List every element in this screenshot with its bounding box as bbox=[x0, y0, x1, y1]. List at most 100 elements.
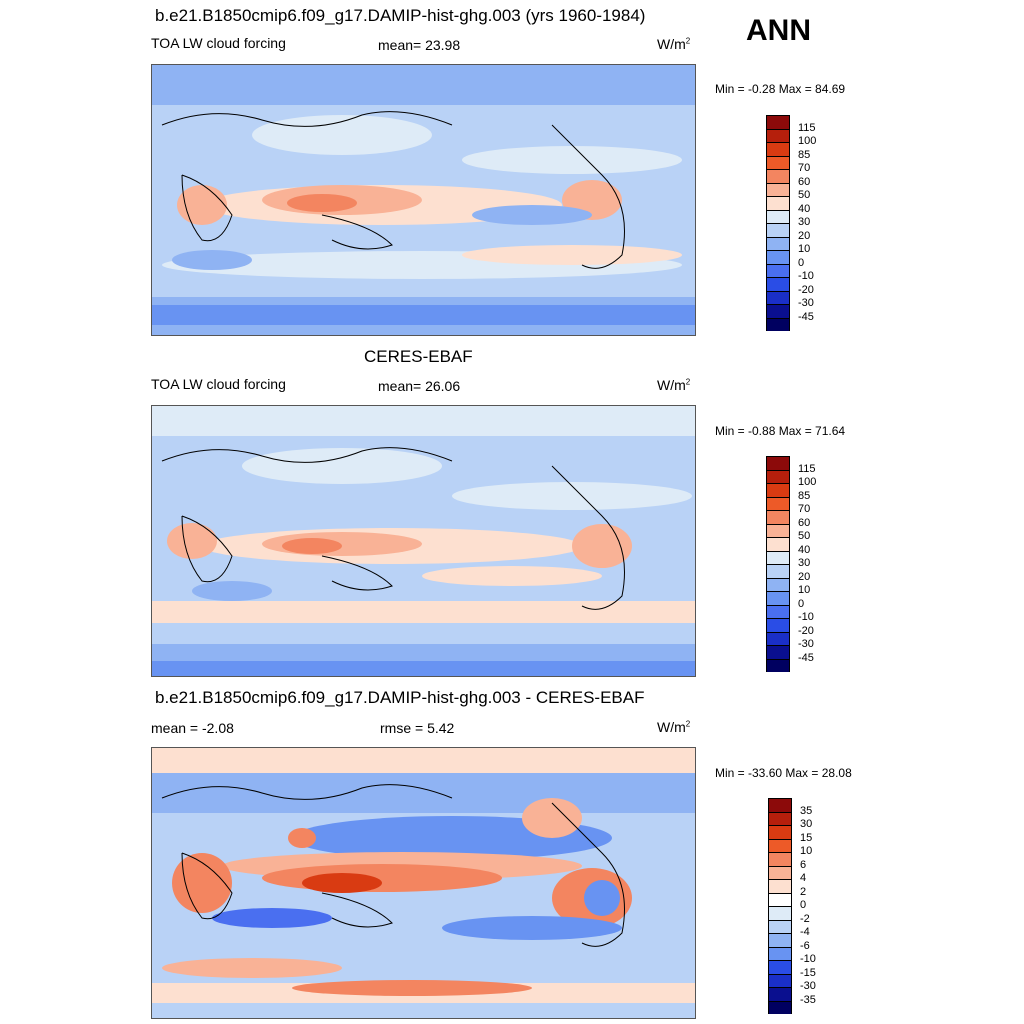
colorbar-swatch bbox=[768, 838, 792, 852]
panel-title: b.e21.B1850cmip6.f09_g17.DAMIP-hist-ghg.… bbox=[155, 688, 645, 707]
min-max-label: Min = -33.60 Max = 28.08 bbox=[715, 766, 852, 780]
season-label: ANN bbox=[746, 14, 811, 47]
contour-map bbox=[152, 748, 695, 1018]
mean-label: mean = -2.08 bbox=[151, 720, 234, 736]
colorbar-swatch bbox=[766, 236, 790, 250]
colorbar-tick-label: 100 bbox=[798, 476, 817, 488]
colorbar-swatch bbox=[766, 128, 790, 142]
colorbar-tick-label: 6 bbox=[800, 858, 807, 871]
colorbar-tick-label: 70 bbox=[798, 162, 811, 174]
colorbar-swatch bbox=[768, 906, 792, 920]
colorbar-swatch bbox=[766, 483, 790, 497]
colorbar-swatch bbox=[766, 182, 790, 196]
min-max-label: Min = -0.88 Max = 71.64 bbox=[715, 424, 846, 438]
min-max-label: Min = -0.28 Max = 84.69 bbox=[715, 82, 846, 96]
colorbar-tick-label: -10 bbox=[798, 270, 814, 282]
panel-title: b.e21.B1850cmip6.f09_g17.DAMIP-hist-ghg.… bbox=[155, 6, 646, 25]
colorbar-swatch bbox=[766, 604, 790, 618]
colorbar-tick-label: 10 bbox=[800, 845, 813, 857]
colorbar-tick-label: 40 bbox=[798, 202, 811, 215]
colorbar-tick-label: 15 bbox=[800, 831, 813, 844]
colorbar-tick-label: -2 bbox=[800, 912, 810, 925]
colorbar-swatch bbox=[768, 852, 792, 866]
colorbar-tick-label: 0 bbox=[800, 899, 807, 911]
colorbar-swatch bbox=[766, 537, 790, 551]
colorbar-swatch bbox=[766, 658, 790, 672]
colorbar-tick-label: 0 bbox=[798, 597, 805, 610]
colorbar-tick-label: 60 bbox=[798, 516, 811, 529]
colorbar-swatch bbox=[768, 825, 792, 839]
colorbar-swatch bbox=[766, 645, 790, 659]
colorbar-tick-label: -6 bbox=[800, 939, 810, 952]
colorbar-swatch bbox=[766, 263, 790, 277]
mean-label: mean= 23.98 bbox=[378, 37, 461, 53]
colorbar-tick-label: 30 bbox=[800, 818, 813, 830]
colorbar-swatch bbox=[768, 933, 792, 947]
colorbar-swatch bbox=[766, 550, 790, 564]
units-label: W/m2 bbox=[657, 719, 691, 735]
colorbar-tick-label: 10 bbox=[798, 243, 811, 255]
colorbar-swatch bbox=[766, 469, 790, 483]
colorbar-tick-label: 40 bbox=[798, 543, 811, 556]
colorbar-swatch bbox=[768, 865, 792, 879]
colorbar-tick-label: 50 bbox=[798, 530, 811, 542]
colorbar-tick-label: 0 bbox=[798, 256, 805, 269]
colorbar-swatch bbox=[766, 223, 790, 237]
colorbar-tick-label: 35 bbox=[800, 804, 813, 817]
colorbar-tick-label: 30 bbox=[798, 216, 811, 228]
colorbar-tick-label: -30 bbox=[798, 638, 814, 650]
colorbar-tick-label: 115 bbox=[798, 121, 816, 134]
colorbar-swatch bbox=[768, 960, 792, 974]
colorbar-tick-label: 115 bbox=[798, 462, 816, 475]
map-obs bbox=[151, 405, 696, 677]
colorbar-swatch bbox=[768, 1000, 792, 1014]
colorbar-tick-label: 60 bbox=[798, 175, 811, 188]
colorbar-tick-label: -45 bbox=[798, 651, 814, 664]
colorbar: 115 100 85 70 60 50 40 30 20 10 0 -10 -20 -30 -45 bbox=[766, 456, 816, 672]
colorbar-tick-label: -45 bbox=[798, 310, 814, 323]
colorbar-tick-label: -15 bbox=[800, 966, 816, 979]
colorbar-tick-label: -20 bbox=[798, 624, 814, 637]
colorbar-tick-label: -10 bbox=[798, 611, 814, 623]
colorbar-tick-label: -20 bbox=[798, 283, 814, 296]
contour-map bbox=[152, 406, 695, 676]
colorbar-swatch bbox=[766, 155, 790, 169]
colorbar-swatch bbox=[766, 510, 790, 524]
colorbar-swatch bbox=[766, 564, 790, 578]
colorbar-tick-label: 10 bbox=[798, 584, 811, 596]
colorbar-swatch bbox=[766, 631, 790, 645]
colorbar-tick-label: 20 bbox=[798, 229, 811, 242]
colorbar-swatch bbox=[766, 250, 790, 264]
colorbar-tick-label: -30 bbox=[800, 980, 816, 992]
variable-label: TOA LW cloud forcing bbox=[151, 376, 286, 392]
colorbar-swatch bbox=[766, 577, 790, 591]
colorbar-swatch bbox=[768, 946, 792, 960]
colorbar-swatch bbox=[766, 523, 790, 537]
colorbar-swatch bbox=[766, 277, 790, 291]
colorbar-swatch bbox=[768, 879, 792, 893]
units-label: W/m2 bbox=[657, 377, 691, 393]
colorbar-swatch bbox=[766, 618, 790, 632]
colorbar: 35 30 15 10 6 4 2 0 -2 -4 -6 -10 -15 -30 -35 bbox=[768, 798, 816, 1014]
variable-label: TOA LW cloud forcing bbox=[151, 35, 286, 51]
panel-title: CERES-EBAF bbox=[364, 347, 473, 366]
colorbar-tick-label: 85 bbox=[798, 489, 811, 502]
colorbar-swatch bbox=[766, 496, 790, 510]
colorbar-tick-label: 70 bbox=[798, 503, 811, 515]
rmse-label: rmse = 5.42 bbox=[380, 720, 455, 736]
mean-label: mean= 26.06 bbox=[378, 378, 461, 394]
colorbar: 115 100 85 70 60 50 40 30 20 10 0 -10 -20 -30 -45 bbox=[766, 115, 816, 331]
colorbar-tick-label: -35 bbox=[800, 993, 816, 1006]
colorbar-swatch bbox=[766, 169, 790, 183]
colorbar-swatch bbox=[766, 142, 790, 156]
colorbar-swatch bbox=[766, 304, 790, 318]
colorbar-swatch bbox=[766, 115, 790, 129]
colorbar-swatch bbox=[766, 290, 790, 304]
colorbar-swatch bbox=[768, 987, 792, 1001]
colorbar-swatch bbox=[766, 456, 790, 470]
colorbar-tick-label: 100 bbox=[798, 135, 817, 147]
map-model bbox=[151, 64, 696, 336]
colorbar-swatch bbox=[768, 892, 792, 906]
colorbar-tick-label: 4 bbox=[800, 872, 807, 884]
colorbar-swatch bbox=[766, 196, 790, 210]
